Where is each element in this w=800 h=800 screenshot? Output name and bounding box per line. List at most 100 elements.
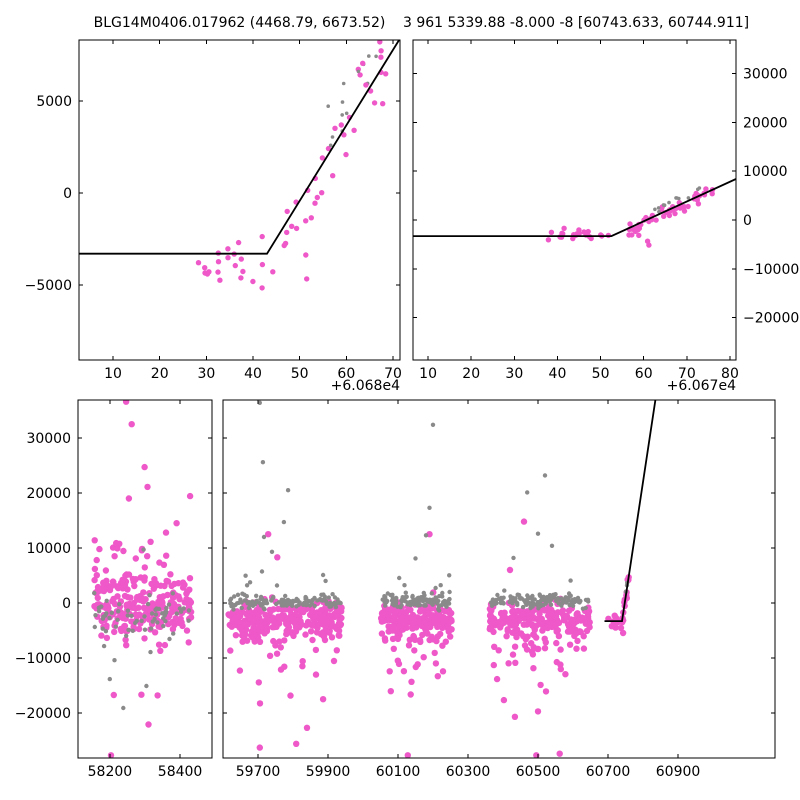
magenta-data-point <box>256 744 263 751</box>
magenta-data-point <box>287 614 294 621</box>
magenta-data-point <box>617 624 625 632</box>
gray-data-point <box>133 620 138 626</box>
gray-data-point <box>430 422 436 427</box>
magenta-data-point <box>312 200 318 206</box>
gray-data-point <box>340 113 345 117</box>
gray-data-point <box>515 602 520 607</box>
magenta-data-point <box>122 636 129 643</box>
magenta-data-point <box>491 643 498 650</box>
magenta-data-point <box>385 623 392 630</box>
magenta-data-point <box>573 610 581 617</box>
tick-label: 20 <box>462 366 480 382</box>
gray-data-point <box>167 636 172 642</box>
gray-data-point <box>556 601 561 606</box>
magenta-data-point <box>336 632 343 639</box>
magenta-data-point <box>385 608 393 616</box>
gray-data-point <box>107 615 112 621</box>
magenta-data-point <box>240 634 248 641</box>
gray-data-point <box>92 590 97 596</box>
magenta-data-point <box>447 633 454 640</box>
tick-label: 40 <box>244 366 262 382</box>
gray-data-point <box>344 111 349 116</box>
magenta-data-point <box>583 620 590 627</box>
magenta-data-point <box>399 619 406 626</box>
left-panel-x-axis-offset: +6.068e4 <box>330 378 400 394</box>
magenta-data-point <box>167 571 174 578</box>
gray-data-point <box>269 549 275 554</box>
magenta-data-point <box>312 646 320 654</box>
magenta-data-point <box>283 627 290 635</box>
magenta-data-point <box>250 624 257 631</box>
gray-data-point <box>667 200 671 205</box>
magenta-data-point <box>681 208 688 214</box>
magenta-data-point <box>420 654 427 661</box>
magenta-data-point <box>565 607 573 614</box>
gray-data-point <box>421 590 426 596</box>
magenta-data-point <box>215 259 222 265</box>
magenta-data-point <box>141 635 148 642</box>
tick-label: 50 <box>592 366 610 382</box>
gray-data-point <box>312 603 317 609</box>
gray-data-point <box>148 626 154 631</box>
magenta-data-point <box>307 628 315 635</box>
magenta-data-point <box>487 611 494 618</box>
tick-label: 0 <box>63 186 72 202</box>
magenta-data-point <box>439 668 447 675</box>
gray-data-point <box>441 600 446 605</box>
magenta-data-point <box>156 559 163 566</box>
magenta-data-point <box>666 212 673 219</box>
gray-data-point <box>656 206 661 210</box>
gray-data-point <box>324 601 329 607</box>
gray-data-point <box>549 543 555 548</box>
gray-data-point <box>303 594 308 600</box>
magenta-data-point <box>119 614 127 622</box>
magenta-data-point <box>171 580 178 588</box>
magenta-data-point <box>140 589 147 596</box>
gray-data-point <box>440 594 445 599</box>
magenta-data-point <box>553 658 560 666</box>
magenta-data-point <box>91 576 98 584</box>
tick-label: 60 <box>635 366 653 382</box>
panel-upper-left: 10 20 30 40 50 60 70 5000 0 −5000 <box>25 39 402 382</box>
magenta-data-point <box>181 599 188 606</box>
gray-data-point <box>525 490 530 495</box>
magenta-data-point <box>264 616 271 623</box>
magenta-data-point <box>304 618 312 626</box>
magenta-data-point <box>531 626 538 633</box>
magenta-data-point <box>580 645 588 652</box>
magenta-data-point <box>505 660 512 667</box>
magenta-data-point <box>169 626 177 633</box>
gray-data-point <box>525 593 530 598</box>
gray-data-point <box>328 143 333 148</box>
gray-data-point <box>164 605 169 611</box>
gray-data-point <box>162 613 167 618</box>
magenta-data-point <box>391 616 398 624</box>
magenta-data-point <box>142 605 149 613</box>
magenta-data-point <box>446 619 453 626</box>
magenta-data-point <box>407 691 414 698</box>
magenta-data-point <box>227 647 234 654</box>
gray-data-point <box>407 600 412 605</box>
magenta-data-point <box>215 269 221 275</box>
magenta-data-point <box>541 635 548 642</box>
magenta-data-point <box>433 637 440 645</box>
magenta-data-point <box>151 576 158 583</box>
gray-data-point <box>508 594 513 599</box>
magenta-data-point <box>202 270 208 276</box>
magenta-data-point <box>100 580 107 587</box>
gray-data-point <box>96 605 102 611</box>
magenta-data-point <box>277 644 284 651</box>
gray-data-point <box>410 594 415 600</box>
magenta-data-point <box>238 608 246 616</box>
magenta-data-point <box>157 647 164 654</box>
magenta-data-point <box>102 604 110 612</box>
magenta-data-point <box>137 596 144 604</box>
gray-data-point <box>524 597 530 603</box>
magenta-data-point <box>541 645 549 652</box>
gray-data-point <box>259 569 265 574</box>
magenta-data-point <box>564 621 572 628</box>
magenta-data-point <box>529 651 537 658</box>
gray-data-point <box>239 600 244 605</box>
gray-data-point <box>326 595 331 600</box>
magenta-data-point <box>309 636 316 644</box>
